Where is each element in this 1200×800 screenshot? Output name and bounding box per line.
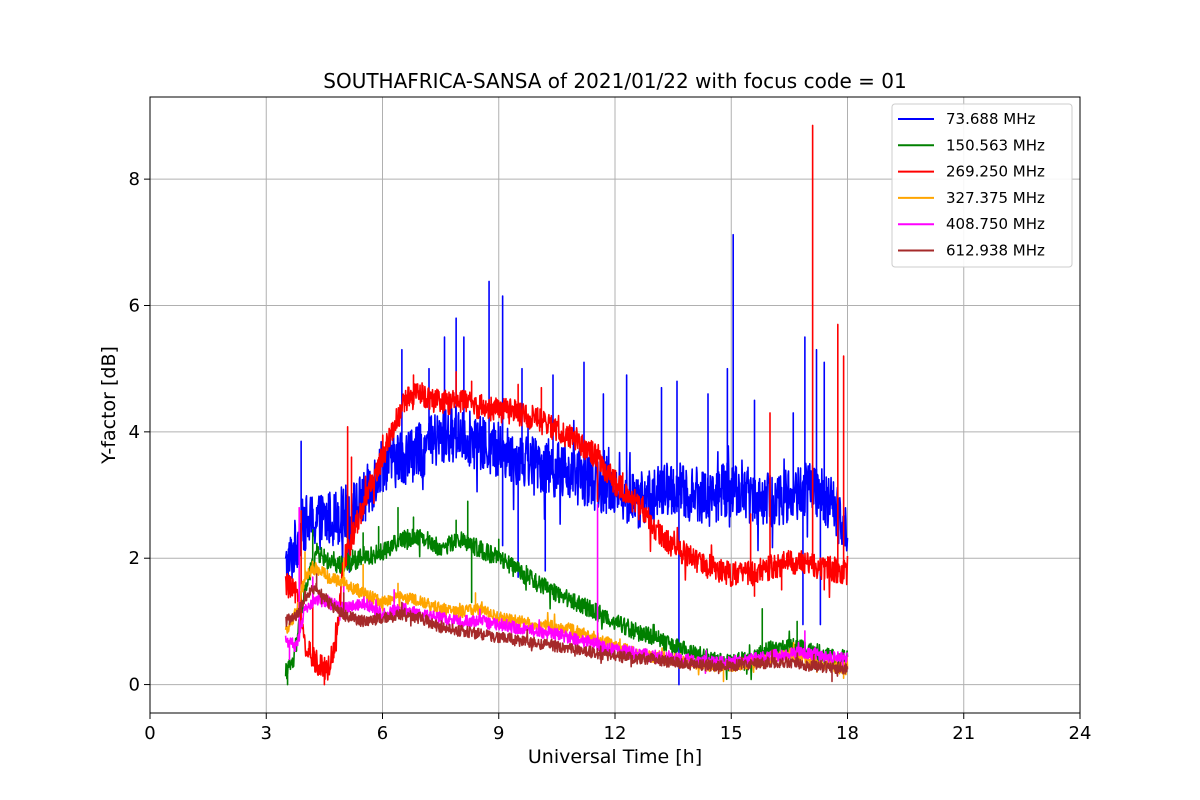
x-tick-label: 24 (1069, 723, 1092, 744)
legend-label: 612.938 MHz (946, 242, 1045, 260)
legend-label: 327.375 MHz (946, 189, 1045, 207)
legend-box (891, 103, 1073, 268)
x-tick-label: 6 (377, 723, 388, 744)
chart-title: SOUTHAFRICA-SANSA of 2021/01/22 with foc… (323, 69, 907, 93)
y-tick-label: 6 (129, 295, 140, 316)
legend-label: 269.250 MHz (946, 163, 1045, 181)
x-tick-label: 9 (493, 723, 504, 744)
x-tick-label: 21 (952, 723, 975, 744)
y-tick-label: 2 (129, 548, 140, 569)
legend-label: 408.750 MHz (946, 215, 1045, 233)
y-tick-label: 8 (129, 169, 140, 190)
series-line (284, 124, 849, 686)
x-axis-label: Universal Time [h] (528, 746, 702, 768)
x-tick-label: 12 (604, 723, 627, 744)
x-tick-label: 15 (720, 723, 743, 744)
x-tick-label: 0 (144, 723, 155, 744)
series-layer (284, 124, 849, 686)
y-tick-label: 0 (129, 675, 140, 696)
series-line (284, 573, 849, 683)
legend-items: 73.688 MHz 150.563 MHz 269.250 MHz 327.375 … (898, 110, 1045, 260)
y-axis-label: Y-factor [dB] (98, 346, 120, 465)
legend-label: 73.688 MHz (946, 110, 1035, 128)
y-tick-label: 4 (129, 422, 140, 443)
legend-label: 150.563 MHz (946, 136, 1045, 154)
x-tick-label: 3 (261, 723, 272, 744)
x-tick-label: 18 (836, 723, 859, 744)
series-line (284, 503, 849, 675)
legend: 73.688 MHz 150.563 MHz 269.250 MHz 327.375 … (891, 103, 1073, 268)
